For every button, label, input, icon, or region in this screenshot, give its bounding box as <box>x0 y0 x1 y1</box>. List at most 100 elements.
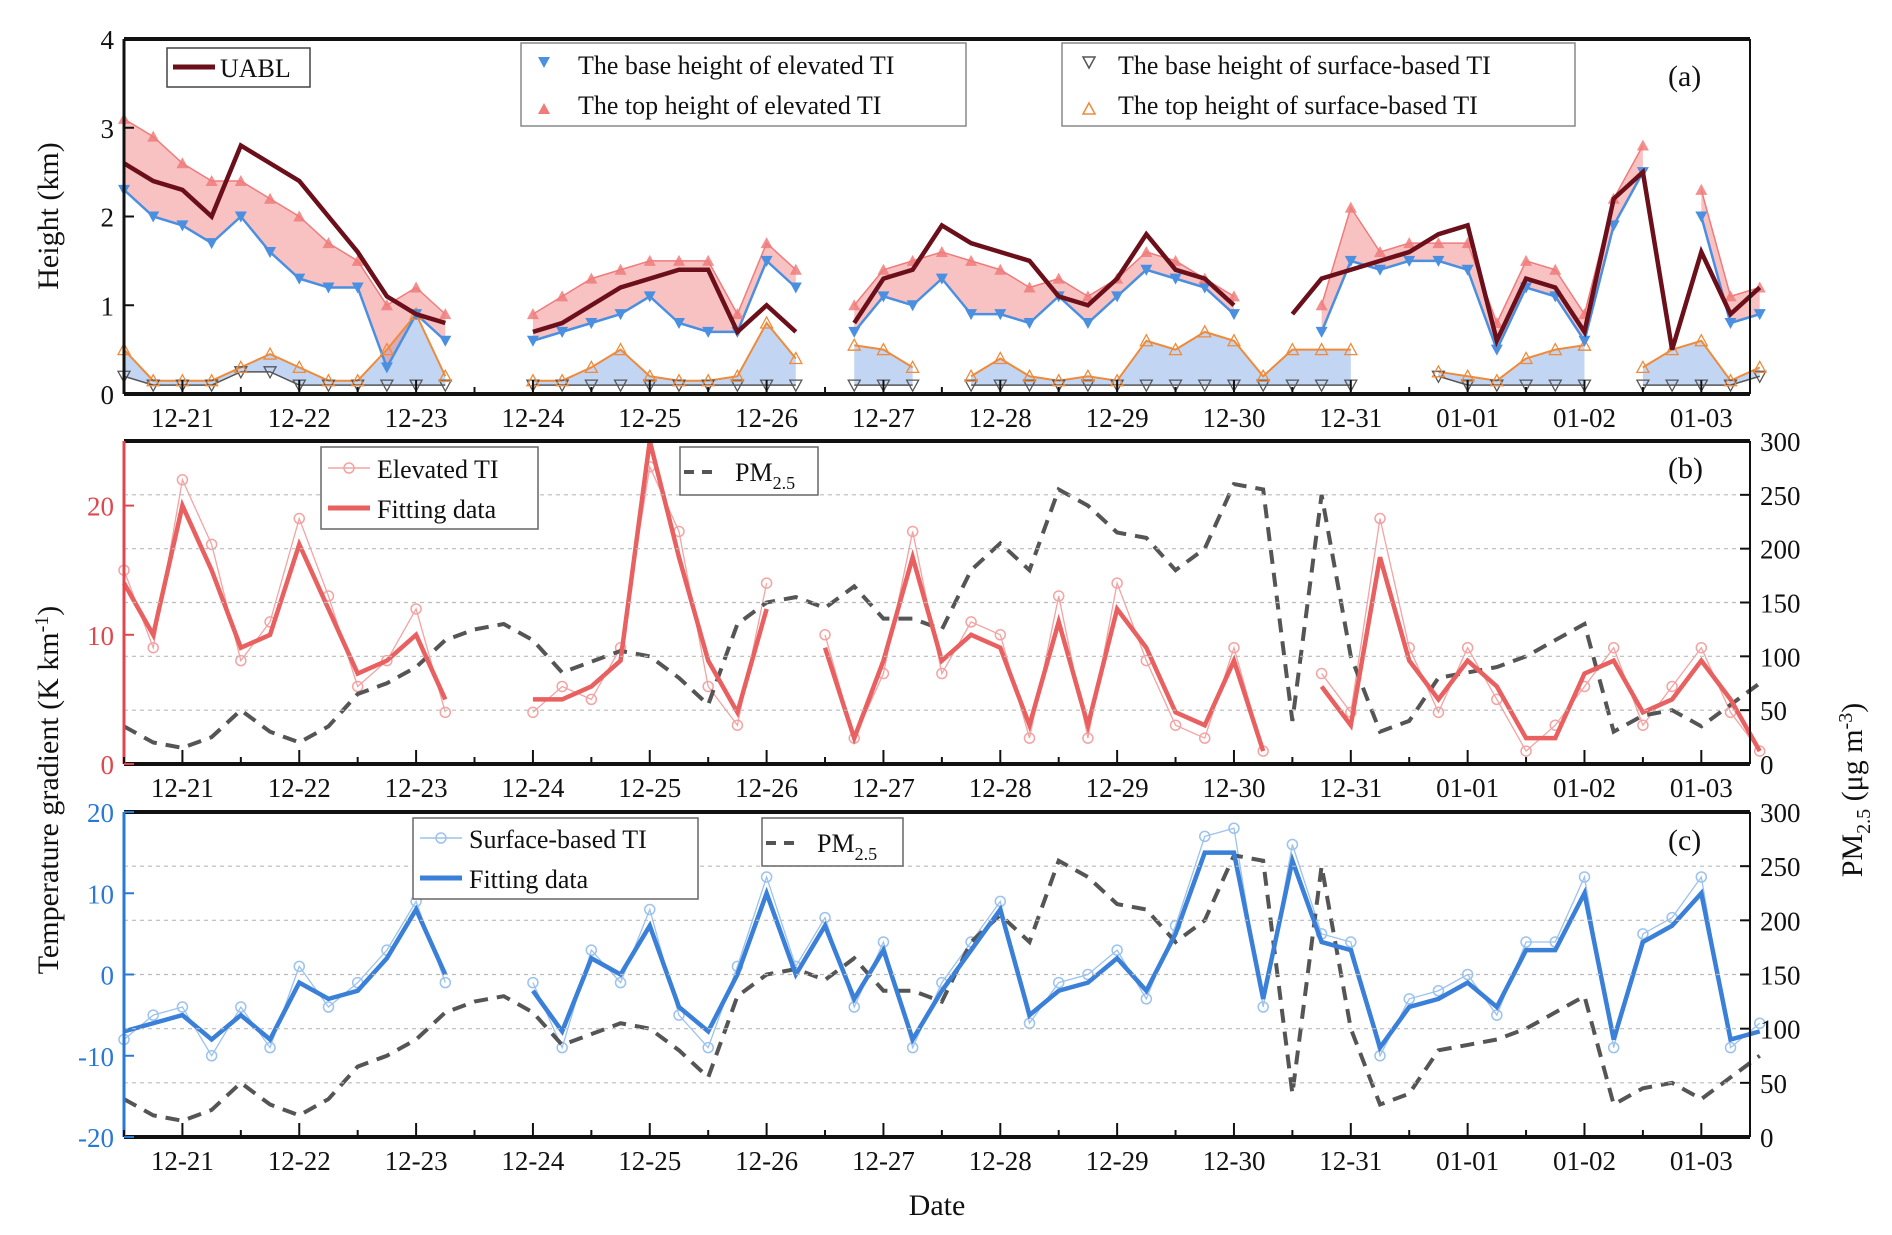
surface-top-marker <box>701 373 716 387</box>
series-line-elevated-base <box>123 188 447 371</box>
x-tick-label: 12-30 <box>1202 403 1265 433</box>
surface-base-marker <box>262 366 278 380</box>
series-line-elevated-base <box>1320 171 1644 353</box>
series-line-surface-top <box>532 321 797 382</box>
raw-ti-marker <box>293 512 306 525</box>
elevated-top-marker <box>614 263 627 275</box>
surface-top-marker <box>262 346 278 360</box>
elevated-top-marker <box>1403 237 1416 249</box>
elevated-base-marker <box>1490 344 1503 356</box>
raw-ti-marker <box>760 871 773 883</box>
elevated-top-marker <box>877 263 890 275</box>
raw-ti-marker <box>351 680 364 693</box>
raw-ti-marker <box>819 629 831 641</box>
raw-ti-marker <box>1666 680 1678 693</box>
series-line-elevated-top <box>532 241 797 316</box>
surface-base-marker <box>1285 379 1300 393</box>
x-tick-label: 12-25 <box>618 773 681 803</box>
surface-top-marker <box>146 373 161 387</box>
surface-top-marker <box>1635 360 1650 374</box>
surface-top-marker <box>613 342 628 356</box>
surface-top-marker <box>1285 342 1300 356</box>
x-tick-label: 12-22 <box>268 773 331 803</box>
y-tick-label: 20 <box>87 492 114 522</box>
elevated-base-marker <box>147 211 160 223</box>
series-line-raw-ti <box>532 464 768 727</box>
raw-ti-marker <box>235 1001 247 1013</box>
surface-top-marker <box>350 373 365 387</box>
raw-ti-marker <box>1607 641 1620 654</box>
raw-ti-marker <box>1578 871 1591 883</box>
raw-ti-marker <box>527 706 539 719</box>
series-line-surface-top <box>1642 339 1761 382</box>
x-tick-label: 12-21 <box>151 773 214 803</box>
surface-base-marker <box>1518 379 1534 393</box>
series-line-surface-top <box>854 344 914 369</box>
raw-ti-marker <box>1169 719 1182 731</box>
raw-ti-marker <box>439 976 452 989</box>
surface-ti-fill <box>971 331 1351 386</box>
raw-ti-marker <box>731 719 744 731</box>
x-tick-label: 12-22 <box>268 1146 331 1176</box>
x-tick-label: 12-26 <box>735 403 798 433</box>
y2-tick-label: 250 <box>1760 852 1801 882</box>
elevated-top-marker <box>848 299 861 311</box>
elevated-base-marker <box>1315 326 1328 338</box>
raw-ti-marker <box>644 903 656 916</box>
surface-base-marker <box>847 379 862 393</box>
y-tick-label: -20 <box>78 1123 114 1153</box>
surface-top-marker <box>671 373 687 387</box>
x-tick-label: 12-27 <box>852 773 915 803</box>
raw-ti-marker <box>585 944 598 956</box>
raw-ti-marker <box>293 960 306 973</box>
y2-tick-label: 300 <box>1760 798 1801 828</box>
raw-ti-marker <box>1753 745 1766 757</box>
raw-ti-marker <box>1520 936 1532 948</box>
elevated-top-marker <box>1549 263 1562 275</box>
elevated-top-marker <box>147 130 160 142</box>
x-tick-label: 12-28 <box>969 403 1032 433</box>
elevated-top-marker <box>410 281 423 293</box>
elevated-base-marker <box>556 326 569 338</box>
raw-ti-marker <box>1695 871 1708 883</box>
series-line-uabl <box>122 142 446 326</box>
raw-ti-marker <box>1228 641 1240 654</box>
legend-c-ti: Surface-based TI Fitting data <box>412 817 699 900</box>
x-tick-label: 01-01 <box>1436 773 1499 803</box>
surface-top-marker <box>1256 368 1271 382</box>
elevated-base-marker <box>760 255 773 267</box>
elevated-base-marker <box>322 282 335 294</box>
elevated-base-marker <box>643 291 656 303</box>
elevated-base-marker <box>1140 264 1153 276</box>
elevated-top-marker <box>672 254 685 266</box>
x-tick-label: 01-03 <box>1670 403 1733 433</box>
surface-ti-fill <box>1438 345 1585 386</box>
x-tick-label: 01-01 <box>1436 1146 1499 1176</box>
surface-base-marker <box>788 379 803 393</box>
raw-ti-marker <box>1199 830 1211 843</box>
elevated-top-marker <box>1724 290 1737 302</box>
elevated-base-marker <box>1403 255 1416 267</box>
raw-ti-marker <box>1345 936 1357 948</box>
elevated-top-marker <box>526 308 539 320</box>
raw-ti-marker <box>1199 732 1211 744</box>
elevated-base-marker <box>789 282 802 294</box>
elevated-top-marker <box>1374 246 1387 257</box>
raw-ti-marker <box>439 706 452 719</box>
elevated-base-marker <box>1111 291 1124 303</box>
series-line-uabl <box>532 267 798 336</box>
surface-base-marker <box>1197 379 1212 393</box>
elevated-base-marker <box>1432 255 1445 267</box>
surface-top-marker <box>292 360 307 374</box>
elevated-top-marker <box>643 254 656 266</box>
x-tick-label: 12-27 <box>852 1146 915 1176</box>
elevated-base-marker <box>1198 282 1211 294</box>
y-tick-label: 0 <box>101 961 115 991</box>
raw-ti-marker <box>760 577 773 589</box>
elevated-base-marker <box>264 247 277 258</box>
legend-label: The top height of surface-based TI <box>1118 91 1478 120</box>
y-tick-label: 20 <box>87 798 114 828</box>
open-inverted-triangle-marker-icon <box>1081 56 1097 70</box>
x-tick-label: 12-31 <box>1319 403 1382 433</box>
y-axis-label-height: Height (km) <box>32 142 65 289</box>
